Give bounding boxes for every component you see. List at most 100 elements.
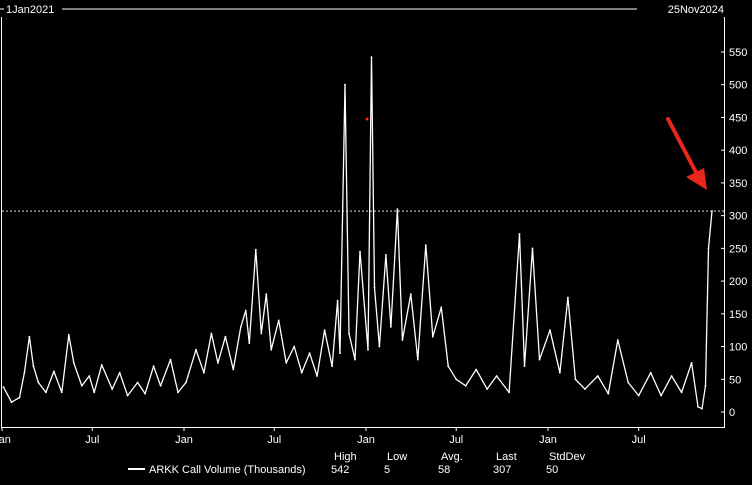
data-point xyxy=(531,247,534,250)
data-point xyxy=(185,381,187,384)
data-point xyxy=(390,326,392,328)
data-point xyxy=(144,392,147,395)
data-point xyxy=(339,352,341,354)
y-tick-label: 350 xyxy=(729,178,747,190)
data-point xyxy=(88,375,91,377)
data-point xyxy=(2,386,5,388)
y-tick-label: 450 xyxy=(729,112,747,124)
y-tick-label: 300 xyxy=(729,211,747,223)
data-point xyxy=(627,381,630,384)
data-point xyxy=(244,309,247,312)
data-point xyxy=(596,375,599,377)
data-point xyxy=(308,352,311,354)
data-point xyxy=(538,358,541,361)
data-point xyxy=(385,254,387,256)
data-point xyxy=(559,371,561,374)
data-point xyxy=(270,348,273,351)
data-point xyxy=(159,384,162,387)
data-point xyxy=(711,210,713,213)
y-tick-label: 200 xyxy=(729,276,747,288)
data-point xyxy=(239,326,242,328)
x-tick-label: Jan xyxy=(175,434,193,446)
data-point xyxy=(455,378,458,381)
data-point xyxy=(373,286,376,289)
data-point xyxy=(508,391,510,394)
data-point xyxy=(486,388,488,390)
data-point xyxy=(431,335,434,338)
data-point xyxy=(195,348,197,351)
data-point xyxy=(424,244,427,247)
data-point xyxy=(670,375,673,377)
y-tick-label: 100 xyxy=(729,342,747,354)
data-point xyxy=(401,339,404,341)
data-point xyxy=(378,345,381,348)
data-point xyxy=(177,391,179,394)
data-point xyxy=(32,365,35,368)
data-point xyxy=(93,391,96,394)
data-point xyxy=(697,405,699,408)
data-point xyxy=(396,208,399,211)
data-point xyxy=(260,332,263,335)
data-point xyxy=(416,358,419,361)
stat-low-label: Low xyxy=(387,451,407,463)
data-point xyxy=(464,384,467,387)
data-point xyxy=(254,248,257,251)
data-point xyxy=(300,371,303,374)
data-point xyxy=(37,381,40,384)
data-point xyxy=(293,345,296,348)
x-tick-label: Jul xyxy=(449,434,463,446)
data-point xyxy=(152,365,155,368)
x-tick-label: Jul xyxy=(632,434,646,446)
data-point xyxy=(447,365,450,368)
data-point xyxy=(53,370,55,373)
data-point xyxy=(518,233,521,235)
data-point xyxy=(18,396,21,399)
data-point xyxy=(111,388,114,390)
x-tick-label: Jan xyxy=(539,434,557,446)
data-point xyxy=(217,362,219,364)
data-point xyxy=(370,56,373,59)
stat-high-label: High xyxy=(334,451,357,463)
data-point xyxy=(367,348,369,351)
data-point xyxy=(704,384,707,387)
data-point xyxy=(607,392,610,395)
legend-series-label: ARKK Call Volume (Thousands) xyxy=(149,464,306,476)
date-range-header: 1Jan2021 25Nov2024 xyxy=(0,4,724,16)
stat-stddev-label: StdDev xyxy=(549,451,586,463)
data-point xyxy=(475,368,478,371)
data-point xyxy=(126,394,129,397)
data-point xyxy=(277,319,280,322)
x-axis: Jan Jul Jan Jul Jan Jul Jan Jul xyxy=(0,427,646,446)
stat-avg-label: Avg. xyxy=(441,451,463,463)
data-point xyxy=(28,335,31,338)
data-point xyxy=(344,83,346,86)
stat-avg-value: 58 xyxy=(438,464,450,476)
y-axis: 0 50 100 150 200 250 300 350 400 450 500 550 xyxy=(721,47,747,419)
data-point xyxy=(118,371,121,374)
data-point xyxy=(169,358,172,361)
data-point xyxy=(80,384,83,387)
data-point xyxy=(701,407,703,410)
y-tick-label: 0 xyxy=(729,407,735,419)
x-tick-label: Jan xyxy=(357,434,375,446)
x-tick-label: Jul xyxy=(267,434,281,446)
data-point xyxy=(549,329,551,332)
red-dot-marker xyxy=(365,117,369,121)
data-point xyxy=(203,371,205,374)
y-tick-label: 150 xyxy=(729,309,747,321)
data-point xyxy=(348,332,350,335)
data-point xyxy=(23,371,26,374)
data-point xyxy=(660,394,662,397)
y-tick-label: 50 xyxy=(729,374,741,386)
red-arrow-shaft xyxy=(666,117,701,180)
data-point xyxy=(354,358,356,361)
y-tick-label: 250 xyxy=(729,243,747,255)
data-point xyxy=(136,381,139,384)
red-arrow-head xyxy=(686,168,707,190)
data-point xyxy=(331,365,333,368)
data-point xyxy=(707,247,710,250)
data-point xyxy=(523,365,526,368)
data-point xyxy=(616,339,619,341)
